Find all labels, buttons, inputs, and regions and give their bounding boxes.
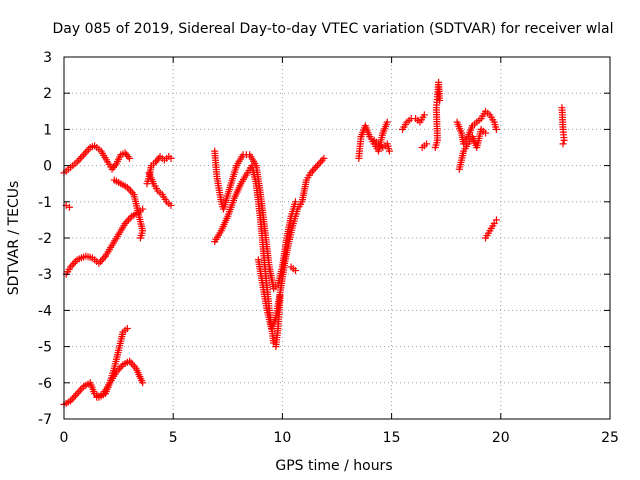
data-point-marker <box>70 259 78 267</box>
data-point-marker <box>98 256 106 264</box>
data-point-marker <box>73 390 81 398</box>
data-point-marker <box>423 140 431 148</box>
data-point-marker <box>127 359 135 367</box>
data-point-marker <box>75 388 83 396</box>
series-arc-m <box>355 118 391 162</box>
data-point-marker <box>65 203 73 211</box>
y-tick-label: 3 <box>43 50 52 66</box>
data-point-marker <box>70 393 78 401</box>
data-point-marker <box>490 220 498 228</box>
series-arc-o <box>399 111 428 133</box>
data-point-marker <box>167 201 175 209</box>
x-tick-label: 20 <box>492 430 510 446</box>
data-point-marker <box>312 163 320 171</box>
grid <box>64 57 610 419</box>
series-arc-k <box>254 154 328 332</box>
data-point-marker <box>308 167 316 175</box>
y-tick-label: 1 <box>43 122 52 138</box>
data-point-marker <box>71 391 79 399</box>
series-arc-a <box>60 142 134 177</box>
y-tick-label: -1 <box>38 195 52 211</box>
data-point-marker <box>315 160 323 168</box>
y-tick-label: -2 <box>38 231 52 247</box>
data-point-marker <box>68 261 76 269</box>
series-arc-q <box>431 78 444 151</box>
data-point-marker <box>136 234 144 242</box>
y-tick-label: -7 <box>38 412 52 428</box>
data-point-marker <box>317 158 325 166</box>
data-point-marker <box>123 325 131 332</box>
series-arc-l <box>287 263 300 275</box>
data-point-marker <box>78 153 86 161</box>
data-point-marker <box>139 379 147 387</box>
data-point-marker <box>492 216 500 224</box>
data-point-marker <box>75 156 83 164</box>
data-point-marker <box>292 267 300 275</box>
y-tick-label: -6 <box>38 376 52 392</box>
data-point-marker <box>492 125 500 133</box>
data-point-marker <box>127 187 135 195</box>
data-point-marker <box>436 96 444 104</box>
data-point-marker <box>320 154 328 162</box>
series-arc-u <box>558 104 568 148</box>
data-point-marker <box>76 386 84 394</box>
x-tick-label: 15 <box>383 430 401 446</box>
y-tick-label: -5 <box>38 340 52 356</box>
data-point-marker <box>292 198 300 206</box>
y-tick-label: 2 <box>43 86 52 102</box>
x-tick-label: 0 <box>60 430 69 446</box>
data-point-marker <box>482 129 490 137</box>
data-point-marker <box>124 216 132 224</box>
x-tick-label: 5 <box>169 430 178 446</box>
chart-title: Day 085 of 2019, Sidereal Day-to-day VTE… <box>52 21 613 37</box>
data-point-marker <box>385 147 393 155</box>
x-tick-label: 25 <box>601 430 619 446</box>
y-tick-label: -3 <box>38 267 52 283</box>
data-point-marker <box>167 154 175 162</box>
data-point-marker <box>318 156 326 164</box>
y-tick-label: 0 <box>43 159 52 175</box>
data-point-marker <box>559 140 567 148</box>
x-tick-label: 10 <box>273 430 291 446</box>
data-point-marker <box>126 154 134 162</box>
data-point-marker <box>313 162 321 170</box>
series-arc-g <box>143 153 175 188</box>
series-arc-j <box>211 147 300 293</box>
data-point-marker <box>383 118 391 126</box>
series-arc-n <box>370 136 393 155</box>
data-point-marker <box>560 136 568 144</box>
data-point-marker <box>80 151 88 159</box>
series-arc-r <box>453 107 500 148</box>
series-arc-f <box>93 357 147 401</box>
data-point-marker <box>420 111 428 119</box>
x-axis-label: GPS time / hours <box>275 458 392 474</box>
series-arc-t <box>482 216 500 242</box>
data-point-marker <box>97 258 105 266</box>
data-point-marker <box>310 165 318 173</box>
series-arc-h <box>145 169 175 209</box>
data-point-marker <box>76 154 84 162</box>
series-arc-d <box>110 176 147 242</box>
data-point-marker <box>139 205 147 213</box>
data-points <box>60 78 568 409</box>
series-arc-c <box>62 205 147 278</box>
data-point-marker <box>81 149 89 157</box>
y-axis-label: SDTVAR / TECUs <box>6 181 22 296</box>
series-arc-s <box>455 125 490 173</box>
y-tick-label: -4 <box>38 303 52 319</box>
data-point-marker <box>83 147 91 155</box>
series-arc-p <box>418 140 431 151</box>
